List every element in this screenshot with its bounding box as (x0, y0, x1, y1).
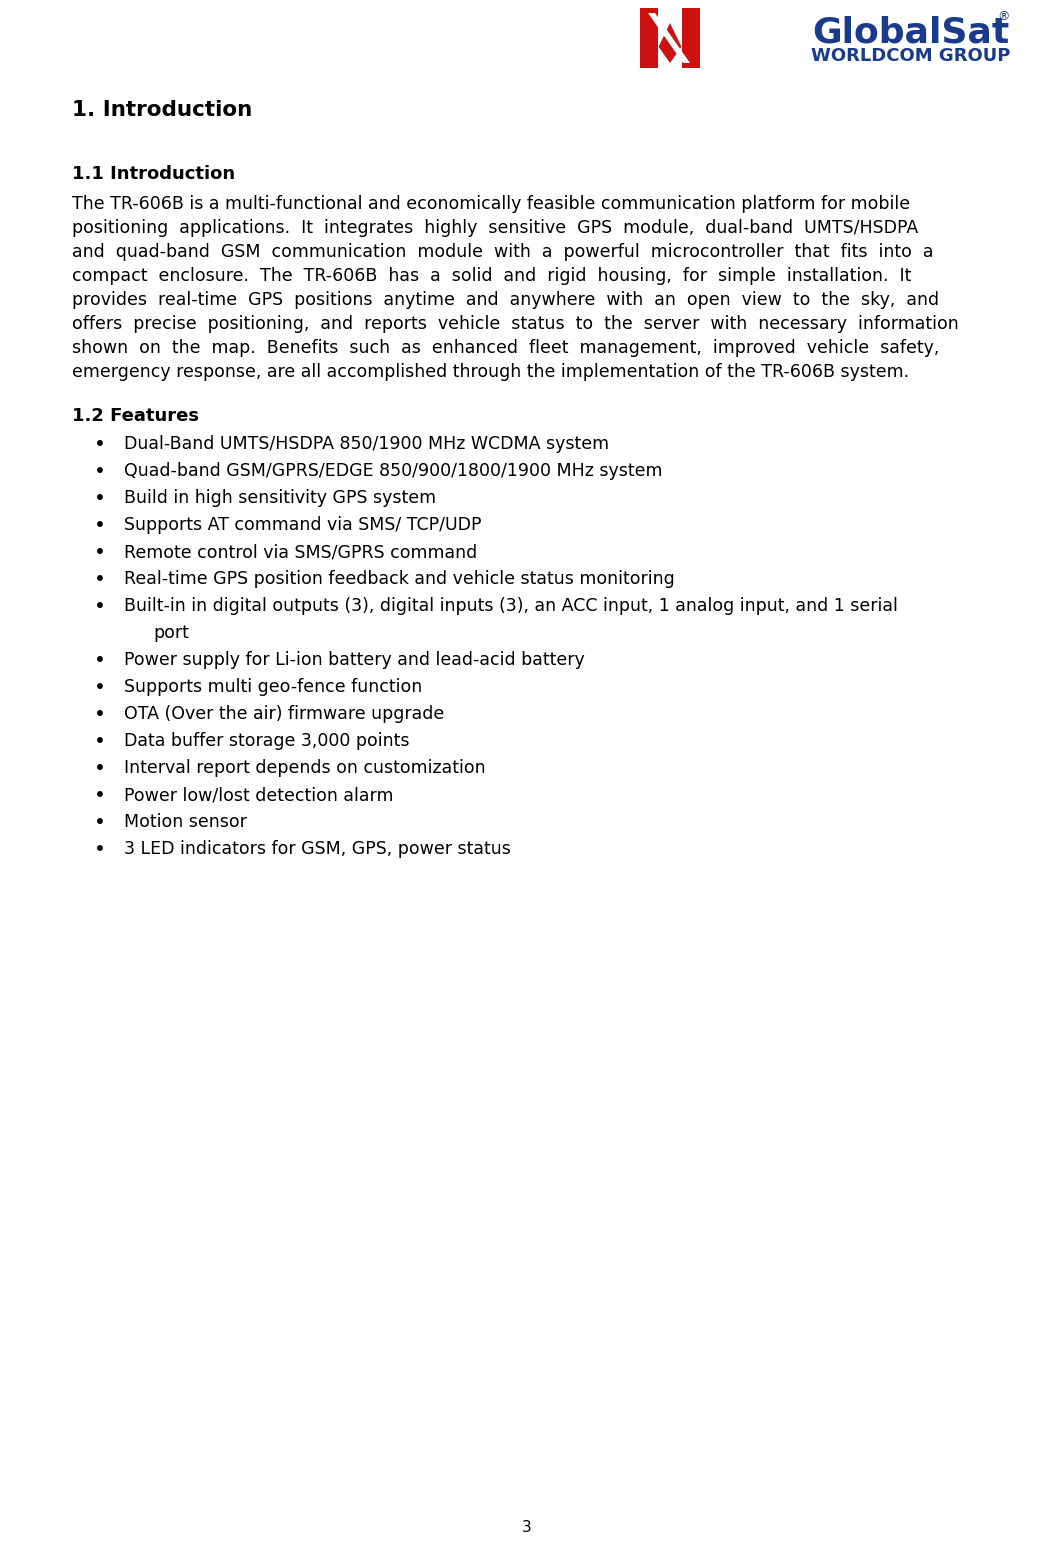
Text: •: • (94, 515, 105, 536)
Text: •: • (94, 839, 105, 859)
Polygon shape (648, 12, 690, 62)
Text: •: • (94, 758, 105, 778)
Text: Power supply for Li-ion battery and lead-acid battery: Power supply for Li-ion battery and lead… (123, 651, 584, 670)
Text: Dual-Band UMTS/HSDPA 850/1900 MHz WCDMA system: Dual-Band UMTS/HSDPA 850/1900 MHz WCDMA … (123, 434, 609, 453)
Text: Supports AT command via SMS/ TCP/UDP: Supports AT command via SMS/ TCP/UDP (123, 515, 481, 534)
Text: Real-time GPS position feedback and vehicle status monitoring: Real-time GPS position feedback and vehi… (123, 570, 674, 589)
Text: emergency response, are all accomplished through the implementation of the TR-60: emergency response, are all accomplished… (72, 363, 909, 381)
Text: 1. Introduction: 1. Introduction (72, 100, 252, 120)
Text: •: • (94, 489, 105, 508)
Text: 1.2 Features: 1.2 Features (72, 406, 199, 425)
Text: and  quad-band  GSM  communication  module  with  a  powerful  microcontroller  : and quad-band GSM communication module w… (72, 243, 933, 262)
Text: The TR-606B is a multi-functional and economically feasible communication platfo: The TR-606B is a multi-functional and ec… (72, 195, 910, 213)
Text: Quad-band GSM/GPRS/EDGE 850/900/1800/1900 MHz system: Quad-band GSM/GPRS/EDGE 850/900/1800/190… (123, 462, 662, 480)
Text: positioning  applications.  It  integrates  highly  sensitive  GPS  module,  dua: positioning applications. It integrates … (72, 220, 918, 237)
Text: Build in high sensitivity GPS system: Build in high sensitivity GPS system (123, 489, 436, 508)
Text: •: • (94, 705, 105, 724)
Text: Interval report depends on customization: Interval report depends on customization (123, 758, 485, 777)
Text: provides  real-time  GPS  positions  anytime  and  anywhere  with  an  open  vie: provides real-time GPS positions anytime… (72, 291, 938, 308)
Text: Power low/lost detection alarm: Power low/lost detection alarm (123, 786, 393, 803)
Text: •: • (94, 677, 105, 698)
Text: Motion sensor: Motion sensor (123, 813, 246, 831)
Text: shown  on  the  map.  Benefits  such  as  enhanced  fleet  management,  improved: shown on the map. Benefits such as enhan… (72, 339, 939, 357)
Text: Supports multi geo-fence function: Supports multi geo-fence function (123, 677, 422, 696)
Text: WORLDCOM GROUP: WORLDCOM GROUP (811, 47, 1010, 65)
Text: Data buffer storage 3,000 points: Data buffer storage 3,000 points (123, 732, 410, 750)
Text: Remote control via SMS/GPRS command: Remote control via SMS/GPRS command (123, 543, 477, 561)
Text: Built-in in digital outputs (3), digital inputs (3), an ACC input, 1 analog inpu: Built-in in digital outputs (3), digital… (123, 596, 897, 615)
Text: •: • (94, 434, 105, 455)
Text: •: • (94, 570, 105, 589)
Text: offers  precise  positioning,  and  reports  vehicle  status  to  the  server  w: offers precise positioning, and reports … (72, 315, 958, 333)
Text: port: port (154, 624, 190, 641)
Text: ®: ® (997, 9, 1010, 23)
Text: •: • (94, 732, 105, 750)
Text: 1.1 Introduction: 1.1 Introduction (72, 165, 235, 184)
Text: •: • (94, 786, 105, 805)
Text: 3: 3 (521, 1520, 532, 1535)
Text: GlobalSat: GlobalSat (813, 16, 1010, 48)
Text: •: • (94, 651, 105, 670)
Text: compact  enclosure.  The  TR-606B  has  a  solid  and  rigid  housing,  for  sim: compact enclosure. The TR-606B has a sol… (72, 266, 911, 285)
Text: •: • (94, 543, 105, 562)
Text: 3 LED indicators for GSM, GPS, power status: 3 LED indicators for GSM, GPS, power sta… (123, 839, 511, 858)
Text: •: • (94, 462, 105, 481)
Polygon shape (640, 8, 700, 69)
Text: •: • (94, 596, 105, 617)
Text: •: • (94, 813, 105, 831)
Text: OTA (Over the air) firmware upgrade: OTA (Over the air) firmware upgrade (123, 705, 444, 722)
